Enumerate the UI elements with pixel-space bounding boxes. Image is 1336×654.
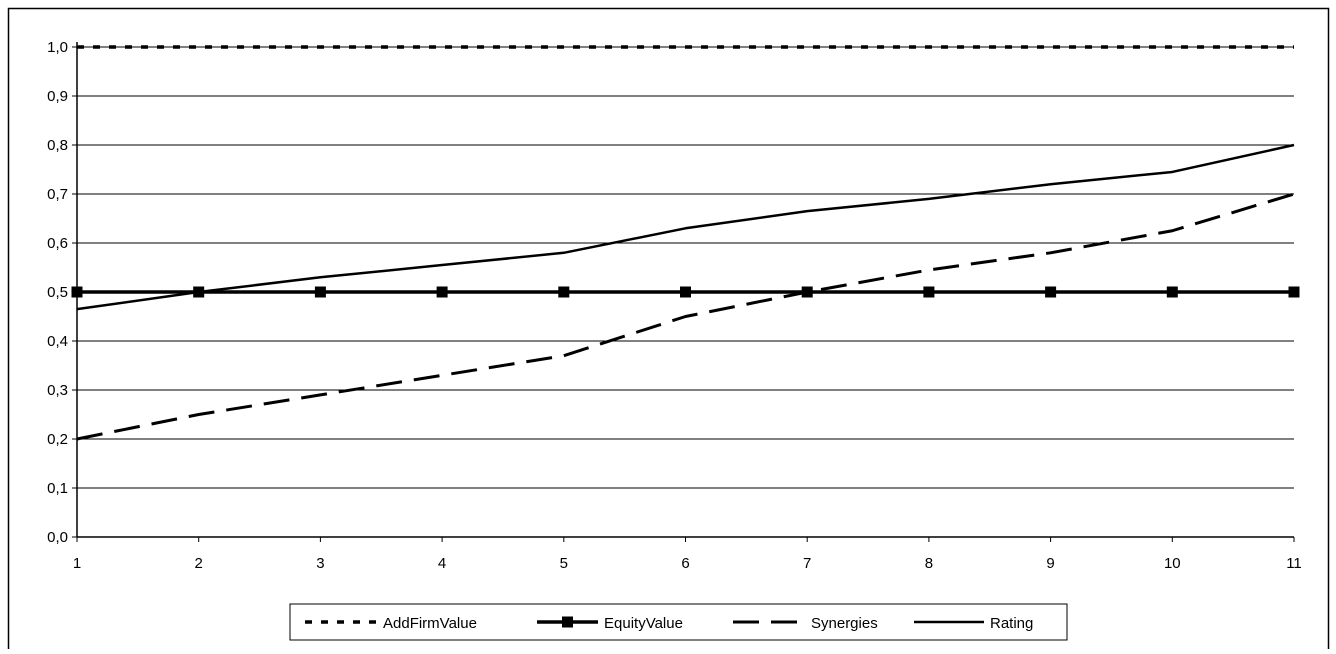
series-point-equityvalue [436,286,448,298]
series-point-equityvalue [680,286,691,298]
y-tick-label: 0,5 [47,284,68,301]
x-tick-label: 10 [1164,555,1181,572]
y-tick-label: 0,9 [47,88,68,105]
y-tick-label: 0,6 [47,235,68,252]
series-line-synergies [76,192,1295,441]
series-lines [71,45,1300,441]
series-point-equityvalue [1166,286,1178,298]
series-point-equityvalue [314,286,326,298]
x-tick-label: 5 [560,555,568,572]
series-point-equityvalue [558,286,570,298]
x-tick-label: 8 [925,555,933,572]
y-tick-label: 0,2 [47,431,68,448]
series-point-equityvalue [71,286,83,298]
legend-marker-equityvalue [562,616,573,628]
x-tick-label: 7 [803,555,811,572]
legend-label-equityvalue: EquityValue [604,615,683,632]
y-tick-label: 0,3 [47,382,68,399]
legend: AddFirmValue EquityValue Synergies Rating [289,603,1068,641]
series-line-rating [76,143,1295,311]
legend-label-addfirmvalue: AddFirmValue [383,615,477,632]
y-tick-label: 0,8 [47,137,68,154]
y-tick-label: 0,4 [47,333,68,350]
x-tick-label: 3 [316,555,324,572]
y-tick-label: 1,0 [47,39,68,56]
y-axis-tick-labels: 0,0 0,1 0,2 0,3 0,4 0,5 0,6 0,7 0,8 0,9 1,0 [47,39,68,546]
x-tick-label: 2 [195,555,203,572]
x-tick-label: 1 [73,555,81,572]
x-tick-label: 11 [1286,555,1302,572]
x-tick-label: 9 [1046,555,1054,572]
y-tick-label: 0,1 [47,480,68,497]
gridlines [77,46,1294,489]
y-tick-label: 0,7 [47,186,68,203]
y-tick-label: 0,0 [47,529,68,546]
series-point-equityvalue [923,286,935,298]
legend-label-rating: Rating [990,615,1033,632]
legend-label-synergies: Synergies [811,615,878,632]
x-tick-label: 4 [438,555,446,572]
x-tick-label: 6 [681,555,689,572]
series-point-equityvalue [1288,286,1300,298]
series-point-equityvalue [1045,286,1057,298]
chart-border [7,7,1330,654]
x-axis-tick-labels: 1 2 3 4 5 6 7 8 9 10 11 [73,555,1302,572]
